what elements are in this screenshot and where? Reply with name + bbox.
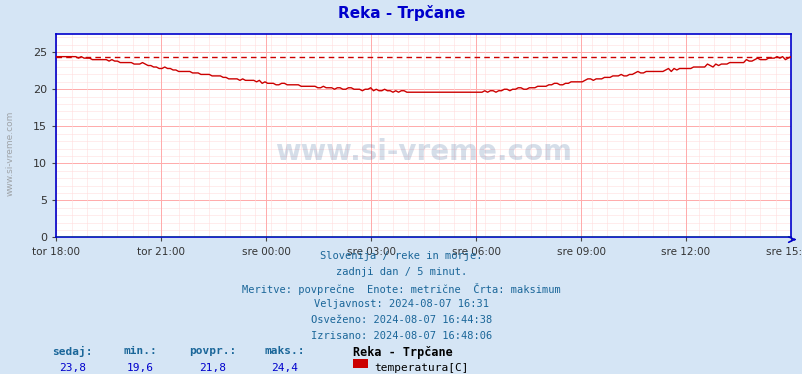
Text: Reka - Trpčane: Reka - Trpčane [353,346,452,359]
Text: 24,4: 24,4 [271,363,298,373]
Text: www.si-vreme.com: www.si-vreme.com [6,111,15,196]
Text: temperatura[C]: temperatura[C] [374,363,468,373]
Text: Meritve: povprečne  Enote: metrične  Črta: maksimum: Meritve: povprečne Enote: metrične Črta:… [242,283,560,295]
Text: 19,6: 19,6 [127,363,154,373]
Text: maks.:: maks.: [265,346,305,356]
Text: Osveženo: 2024-08-07 16:44:38: Osveženo: 2024-08-07 16:44:38 [310,315,492,325]
Text: Slovenija / reke in morje.: Slovenija / reke in morje. [320,251,482,261]
Text: 23,8: 23,8 [59,363,86,373]
Text: Reka - Trpčane: Reka - Trpčane [338,5,464,21]
Text: www.si-vreme.com: www.si-vreme.com [275,138,571,166]
Text: Veljavnost: 2024-08-07 16:31: Veljavnost: 2024-08-07 16:31 [314,299,488,309]
Text: povpr.:: povpr.: [189,346,236,356]
Text: Izrisano: 2024-08-07 16:48:06: Izrisano: 2024-08-07 16:48:06 [310,331,492,341]
Text: sedaj:: sedaj: [52,346,92,357]
Text: zadnji dan / 5 minut.: zadnji dan / 5 minut. [335,267,467,277]
Text: 21,8: 21,8 [199,363,226,373]
Text: min.:: min.: [124,346,157,356]
